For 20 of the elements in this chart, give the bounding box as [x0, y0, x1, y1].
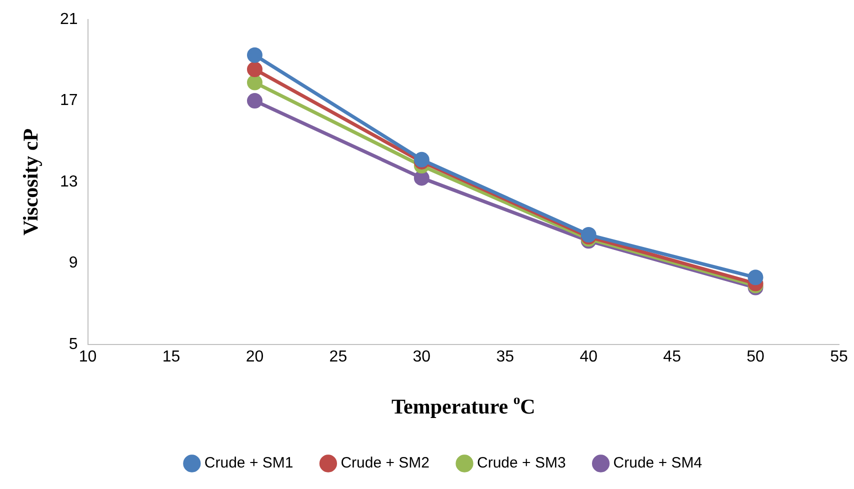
x-tick-label: 55 — [830, 348, 848, 366]
y-tick-label: 17 — [60, 92, 78, 110]
x-tick-label: 10 — [78, 348, 97, 366]
x-tick-label: 15 — [162, 348, 180, 366]
y-tick-label: 13 — [60, 173, 78, 190]
y-axis-title: Viscosity cP — [18, 128, 42, 236]
legend-label: Crude + SM4 — [613, 454, 702, 472]
legend-label: Crude + SM1 — [204, 454, 294, 472]
x-tick-label: 25 — [329, 348, 348, 366]
x-tick-label: 20 — [246, 348, 264, 366]
legend-label: Crude + SM2 — [340, 454, 430, 472]
y-tick-label: 5 — [68, 336, 78, 353]
x-tick-label: 35 — [496, 348, 514, 366]
x-tick-label: 30 — [412, 348, 431, 366]
x-tick-label: 45 — [663, 348, 682, 366]
x-tick-label: 40 — [580, 348, 598, 366]
y-tick-label: 21 — [60, 11, 78, 28]
legend-label: Crude + SM3 — [477, 454, 566, 472]
x-tick-label: 50 — [746, 348, 765, 366]
y-tick-label: 9 — [68, 254, 78, 272]
